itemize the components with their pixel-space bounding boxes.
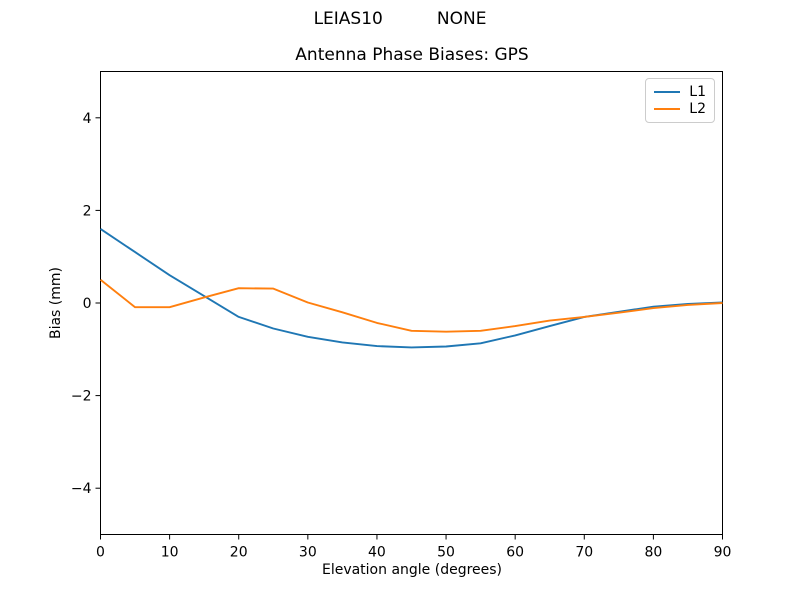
x-tick-label: 40 — [368, 545, 386, 561]
legend-label-l1: L1 — [689, 83, 706, 100]
series-line-l1 — [99, 228, 723, 349]
y-tick-label: 0 — [83, 296, 92, 312]
y-tick-label: −2 — [71, 389, 92, 405]
legend-entry-l2: L2 — [654, 102, 706, 116]
x-tick-label: 0 — [96, 545, 105, 561]
x-axis-label: Elevation angle (degrees) — [321, 562, 503, 578]
y-tick-label: −4 — [71, 481, 92, 497]
axes-frame — [100, 71, 723, 535]
x-tick-label: 20 — [230, 545, 248, 561]
legend-line-sample-l2 — [654, 108, 681, 111]
x-tick-label: 30 — [299, 545, 317, 561]
legend-entry-l1: L1 — [654, 85, 706, 99]
figure-suptitle: LEIAS10 NONE — [313, 9, 487, 29]
legend-label-l2: L2 — [689, 101, 706, 118]
legend-box: L1 L2 — [645, 78, 715, 123]
x-tick-label: 50 — [437, 545, 455, 561]
x-tick-label: 80 — [644, 545, 662, 561]
x-tick-label: 90 — [714, 545, 732, 561]
y-tick-label: 2 — [83, 203, 92, 219]
chart-title: Antenna Phase Biases: GPS — [295, 45, 529, 65]
y-tick-label: 4 — [83, 111, 92, 127]
x-tick-label: 60 — [506, 545, 524, 561]
legend-line-sample-l1 — [654, 90, 681, 93]
series-line-l2 — [99, 279, 723, 333]
x-tick-label: 10 — [161, 545, 179, 561]
x-tick-label: 70 — [575, 545, 593, 561]
